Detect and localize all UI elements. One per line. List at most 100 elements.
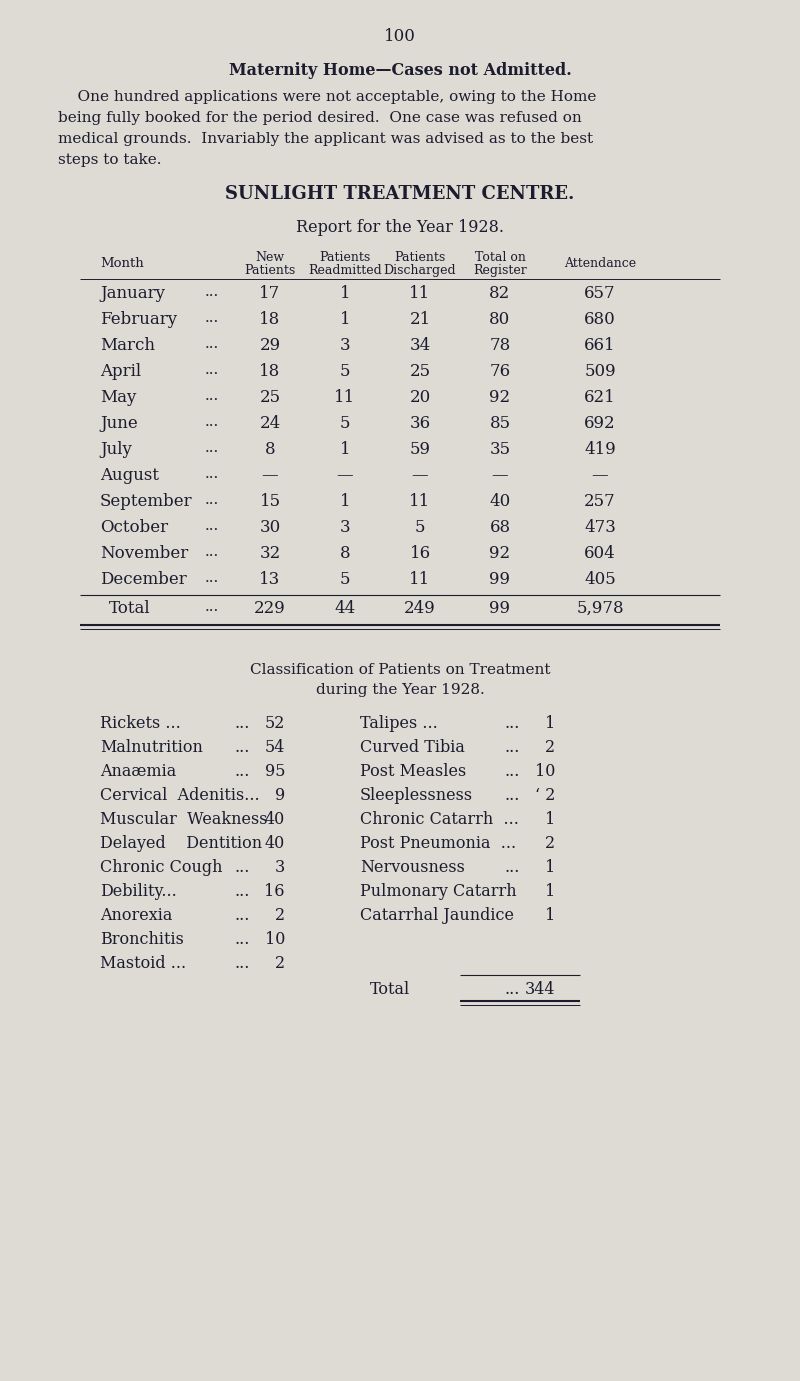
Text: 5: 5 bbox=[340, 416, 350, 432]
Text: 30: 30 bbox=[259, 519, 281, 536]
Text: —: — bbox=[492, 467, 508, 483]
Text: Debility...: Debility... bbox=[100, 882, 177, 900]
Text: ...: ... bbox=[205, 519, 219, 533]
Text: ...: ... bbox=[205, 363, 219, 377]
Text: ...: ... bbox=[235, 907, 250, 924]
Text: 95: 95 bbox=[265, 762, 285, 780]
Text: Month: Month bbox=[100, 257, 144, 271]
Text: ...: ... bbox=[205, 467, 219, 481]
Text: 99: 99 bbox=[490, 599, 510, 617]
Text: 229: 229 bbox=[254, 599, 286, 617]
Text: 16: 16 bbox=[265, 882, 285, 900]
Text: Total on: Total on bbox=[474, 251, 526, 264]
Text: 15: 15 bbox=[259, 493, 281, 510]
Text: 5,978: 5,978 bbox=[576, 599, 624, 617]
Text: ...: ... bbox=[505, 859, 520, 876]
Text: 76: 76 bbox=[490, 363, 510, 380]
Text: Readmitted: Readmitted bbox=[308, 264, 382, 278]
Text: 405: 405 bbox=[584, 570, 616, 588]
Text: Rickets ...: Rickets ... bbox=[100, 715, 181, 732]
Text: Cervical  Adenitis...: Cervical Adenitis... bbox=[100, 787, 260, 804]
Text: Post Pneumonia  ...: Post Pneumonia ... bbox=[360, 836, 516, 852]
Text: Report for the Year 1928.: Report for the Year 1928. bbox=[296, 220, 504, 236]
Text: 10: 10 bbox=[265, 931, 285, 947]
Text: Talipes ...: Talipes ... bbox=[360, 715, 438, 732]
Text: 604: 604 bbox=[584, 545, 616, 562]
Text: 20: 20 bbox=[410, 389, 430, 406]
Text: Delayed    Dentition: Delayed Dentition bbox=[100, 836, 262, 852]
Text: Maternity Home—Cases not Admitted.: Maternity Home—Cases not Admitted. bbox=[229, 62, 571, 79]
Text: SUNLIGHT TREATMENT CENTRE.: SUNLIGHT TREATMENT CENTRE. bbox=[226, 185, 574, 203]
Text: ...: ... bbox=[235, 882, 250, 900]
Text: 32: 32 bbox=[259, 545, 281, 562]
Text: 621: 621 bbox=[584, 389, 616, 406]
Text: 2: 2 bbox=[545, 739, 555, 755]
Text: ...: ... bbox=[235, 762, 250, 780]
Text: 2: 2 bbox=[545, 836, 555, 852]
Text: 11: 11 bbox=[410, 570, 430, 588]
Text: August: August bbox=[100, 467, 159, 483]
Text: Chronic Catarrh  ...: Chronic Catarrh ... bbox=[360, 811, 519, 829]
Text: April: April bbox=[100, 363, 141, 380]
Text: 68: 68 bbox=[490, 519, 510, 536]
Text: Attendance: Attendance bbox=[564, 257, 636, 271]
Text: Patients: Patients bbox=[319, 251, 370, 264]
Text: —: — bbox=[592, 467, 608, 483]
Text: ...: ... bbox=[205, 416, 219, 429]
Text: 1: 1 bbox=[340, 284, 350, 302]
Text: Catarrhal Jaundice: Catarrhal Jaundice bbox=[360, 907, 514, 924]
Text: 1: 1 bbox=[545, 882, 555, 900]
Text: 44: 44 bbox=[334, 599, 356, 617]
Text: 52: 52 bbox=[265, 715, 285, 732]
Text: ...: ... bbox=[205, 441, 219, 454]
Text: 3: 3 bbox=[340, 337, 350, 354]
Text: ...: ... bbox=[205, 545, 219, 559]
Text: Chronic Cough: Chronic Cough bbox=[100, 859, 222, 876]
Text: Discharged: Discharged bbox=[384, 264, 456, 278]
Text: September: September bbox=[100, 493, 193, 510]
Text: 10: 10 bbox=[534, 762, 555, 780]
Text: 29: 29 bbox=[259, 337, 281, 354]
Text: February: February bbox=[100, 311, 177, 329]
Text: June: June bbox=[100, 416, 138, 432]
Text: 40: 40 bbox=[265, 811, 285, 829]
Text: Nervousness: Nervousness bbox=[360, 859, 465, 876]
Text: ...: ... bbox=[235, 956, 250, 972]
Text: 473: 473 bbox=[584, 519, 616, 536]
Text: Patients: Patients bbox=[244, 264, 296, 278]
Text: 21: 21 bbox=[410, 311, 430, 329]
Text: 85: 85 bbox=[490, 416, 510, 432]
Text: 3: 3 bbox=[274, 859, 285, 876]
Text: 17: 17 bbox=[259, 284, 281, 302]
Text: 692: 692 bbox=[584, 416, 616, 432]
Text: 5: 5 bbox=[414, 519, 426, 536]
Text: 8: 8 bbox=[265, 441, 275, 458]
Text: May: May bbox=[100, 389, 136, 406]
Text: steps to take.: steps to take. bbox=[58, 153, 162, 167]
Text: —: — bbox=[262, 467, 278, 483]
Text: 657: 657 bbox=[584, 284, 616, 302]
Text: ...: ... bbox=[205, 284, 219, 300]
Text: ...: ... bbox=[205, 389, 219, 403]
Text: Post Measles: Post Measles bbox=[360, 762, 466, 780]
Text: 100: 100 bbox=[384, 28, 416, 46]
Text: One hundred applications were not acceptable, owing to the Home: One hundred applications were not accept… bbox=[58, 90, 596, 104]
Text: 92: 92 bbox=[490, 545, 510, 562]
Text: ...: ... bbox=[235, 859, 250, 876]
Text: —: — bbox=[412, 467, 428, 483]
Text: ...: ... bbox=[505, 787, 520, 804]
Text: ...: ... bbox=[235, 931, 250, 947]
Text: 344: 344 bbox=[525, 981, 555, 998]
Text: ...: ... bbox=[205, 493, 219, 507]
Text: 1: 1 bbox=[340, 493, 350, 510]
Text: Total: Total bbox=[109, 599, 151, 617]
Text: Sleeplessness: Sleeplessness bbox=[360, 787, 473, 804]
Text: 11: 11 bbox=[410, 284, 430, 302]
Text: 1: 1 bbox=[545, 859, 555, 876]
Text: 35: 35 bbox=[490, 441, 510, 458]
Text: Anaæmia: Anaæmia bbox=[100, 762, 176, 780]
Text: 1: 1 bbox=[340, 441, 350, 458]
Text: ...: ... bbox=[205, 337, 219, 351]
Text: ...: ... bbox=[205, 599, 219, 615]
Text: Malnutrition: Malnutrition bbox=[100, 739, 203, 755]
